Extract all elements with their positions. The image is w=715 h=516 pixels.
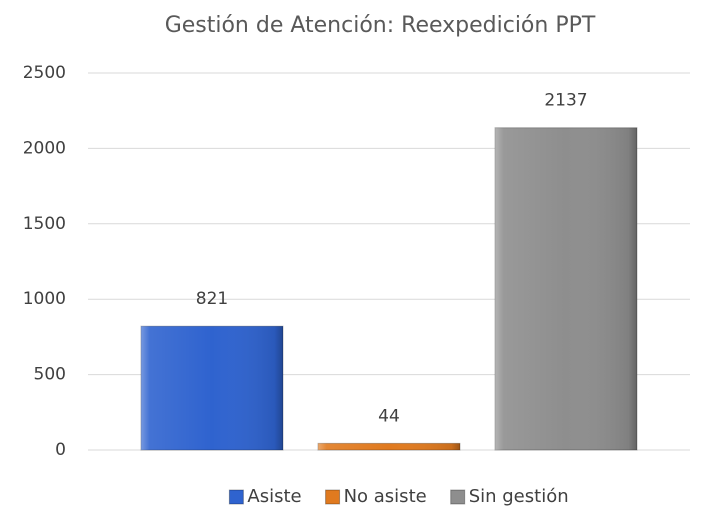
y-tick-label: 2000: [23, 138, 66, 158]
legend-swatch: [325, 489, 341, 505]
legend-swatch: [228, 489, 244, 505]
chart-title: Gestión de Atención: Reexpedición PPT: [165, 13, 596, 38]
y-tick-label: 500: [34, 365, 66, 385]
y-tick-label: 1000: [23, 289, 66, 309]
legend-label: No asiste: [344, 486, 427, 507]
bar: [140, 325, 284, 451]
data-label: 2137: [544, 91, 587, 111]
bar: [317, 442, 461, 451]
legend-swatch: [450, 489, 466, 505]
legend-label: Sin gestión: [469, 486, 569, 507]
y-tick-label: 2500: [23, 63, 66, 83]
data-label: 821: [196, 289, 228, 309]
legend-label: Asiste: [247, 486, 301, 507]
y-tick-label: 1500: [23, 214, 66, 234]
bar: [494, 127, 638, 451]
y-tick-label: 0: [55, 440, 66, 460]
data-label: 44: [378, 406, 400, 426]
